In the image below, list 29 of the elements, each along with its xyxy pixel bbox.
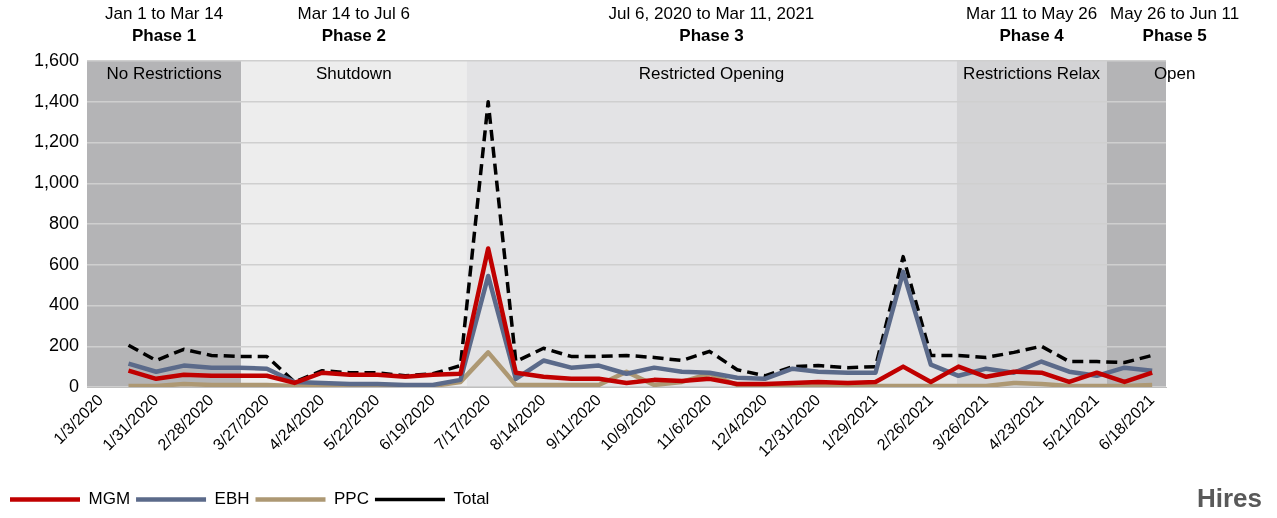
y-tick-label: 200: [48, 335, 79, 356]
y-tick-label: 800: [48, 212, 79, 233]
annotation: No Restrictions: [106, 63, 222, 83]
text: Jul 6, 2020 to Mar 11, 2021: [608, 3, 815, 23]
legend-label: MGM: [88, 489, 131, 509]
band-label: Phase 3: [679, 25, 744, 45]
annotation: Open: [1153, 63, 1196, 83]
y-tick-label: 600: [48, 253, 79, 274]
y-tick-label: 1,000: [33, 172, 79, 193]
band-label: Phase 2: [321, 25, 386, 45]
y-tick-label: 400: [48, 294, 79, 315]
legend-label: PPC: [334, 489, 369, 509]
band-label: Phase 5: [1142, 25, 1207, 45]
y-tick-label: 0: [68, 375, 79, 396]
y-tick-label: 1,200: [33, 131, 79, 152]
annotation: Restrictions Relax: [963, 63, 1101, 83]
text: Hires: [1196, 483, 1262, 514]
legend-label: Total: [453, 489, 490, 509]
y-tick-label: 1,400: [33, 90, 79, 111]
band-label: Phase 4: [999, 25, 1065, 45]
legend-label: EBH: [214, 489, 250, 509]
annotation: Shutdown: [315, 63, 392, 83]
y-tick-label: 1,600: [33, 49, 79, 70]
text: Mar 14 to Jul 6: [297, 3, 411, 23]
annotation: Restricted Opening: [638, 63, 785, 83]
text: May 26 to Jun 11: [1110, 3, 1240, 23]
text: Mar 11 to May 26: [966, 3, 1098, 23]
band-label: Phase 1: [131, 25, 197, 45]
text: Jan 1 to Mar 14: [105, 3, 224, 23]
